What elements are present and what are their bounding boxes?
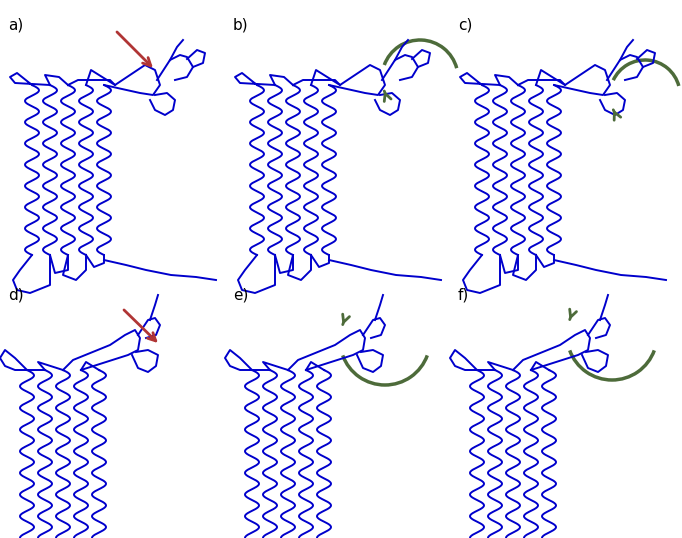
Text: e): e) [233,288,248,303]
Text: a): a) [8,18,23,33]
Text: c): c) [458,18,473,33]
Text: d): d) [8,288,24,303]
Text: f): f) [458,288,469,303]
Text: b): b) [233,18,249,33]
